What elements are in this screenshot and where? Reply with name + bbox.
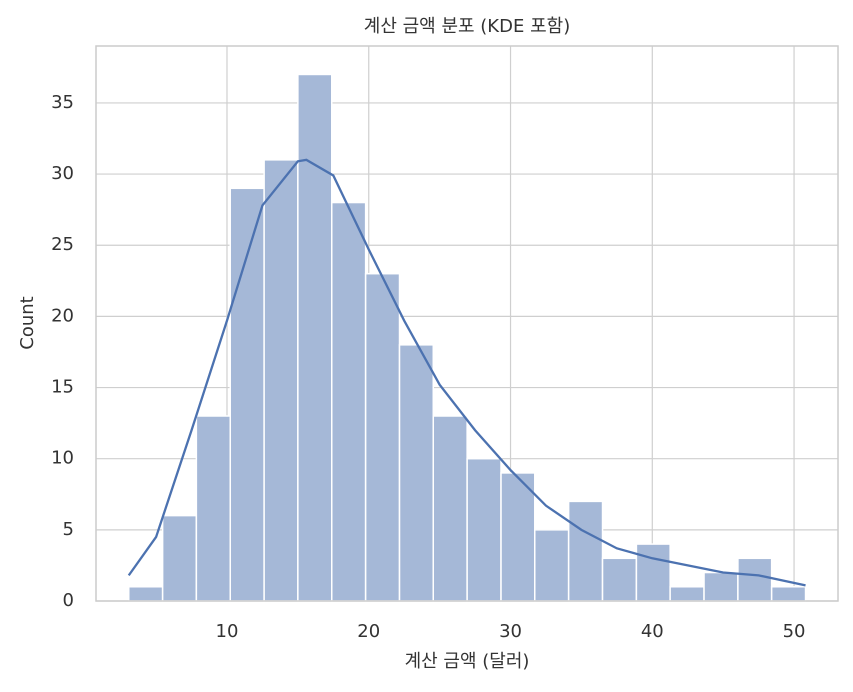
x-tick-label: 40 — [641, 621, 664, 642]
y-tick-label: 25 — [51, 234, 74, 255]
y-tick-label: 35 — [51, 92, 74, 113]
bar — [534, 529, 570, 602]
bar — [263, 159, 299, 602]
y-axis-label: Count — [17, 296, 38, 349]
bar — [127, 586, 164, 602]
bar — [703, 571, 739, 602]
bar — [601, 557, 638, 602]
x-tick-label: 50 — [783, 621, 806, 642]
y-tick-label: 5 — [63, 519, 74, 540]
y-tick-label: 15 — [51, 377, 74, 398]
x-tick-label: 10 — [216, 621, 239, 642]
bar — [297, 73, 333, 602]
bar — [195, 415, 232, 602]
y-tick-label: 0 — [63, 590, 74, 611]
bar — [466, 457, 502, 602]
bar — [331, 201, 367, 602]
kde-line — [127, 158, 806, 587]
plot-frame — [95, 45, 839, 602]
bar — [161, 514, 198, 602]
x-axis-label: 계산 금액 (달러) — [405, 651, 530, 672]
y-tick-label: 30 — [51, 163, 74, 184]
x-tick-label: 30 — [499, 621, 522, 642]
bar — [229, 187, 265, 602]
x-tick-label: 20 — [357, 621, 380, 642]
bar — [635, 543, 671, 602]
bar — [500, 472, 536, 602]
bar — [398, 344, 435, 602]
bar — [364, 272, 401, 602]
bar — [737, 557, 773, 602]
chart-title: 계산 금액 분포 (KDE 포함) — [364, 16, 570, 37]
y-tick-label: 10 — [51, 448, 74, 469]
y-tick-label: 20 — [51, 305, 74, 326]
bar — [567, 500, 604, 602]
bar — [432, 415, 468, 602]
bar — [669, 586, 705, 602]
bar — [770, 586, 807, 602]
